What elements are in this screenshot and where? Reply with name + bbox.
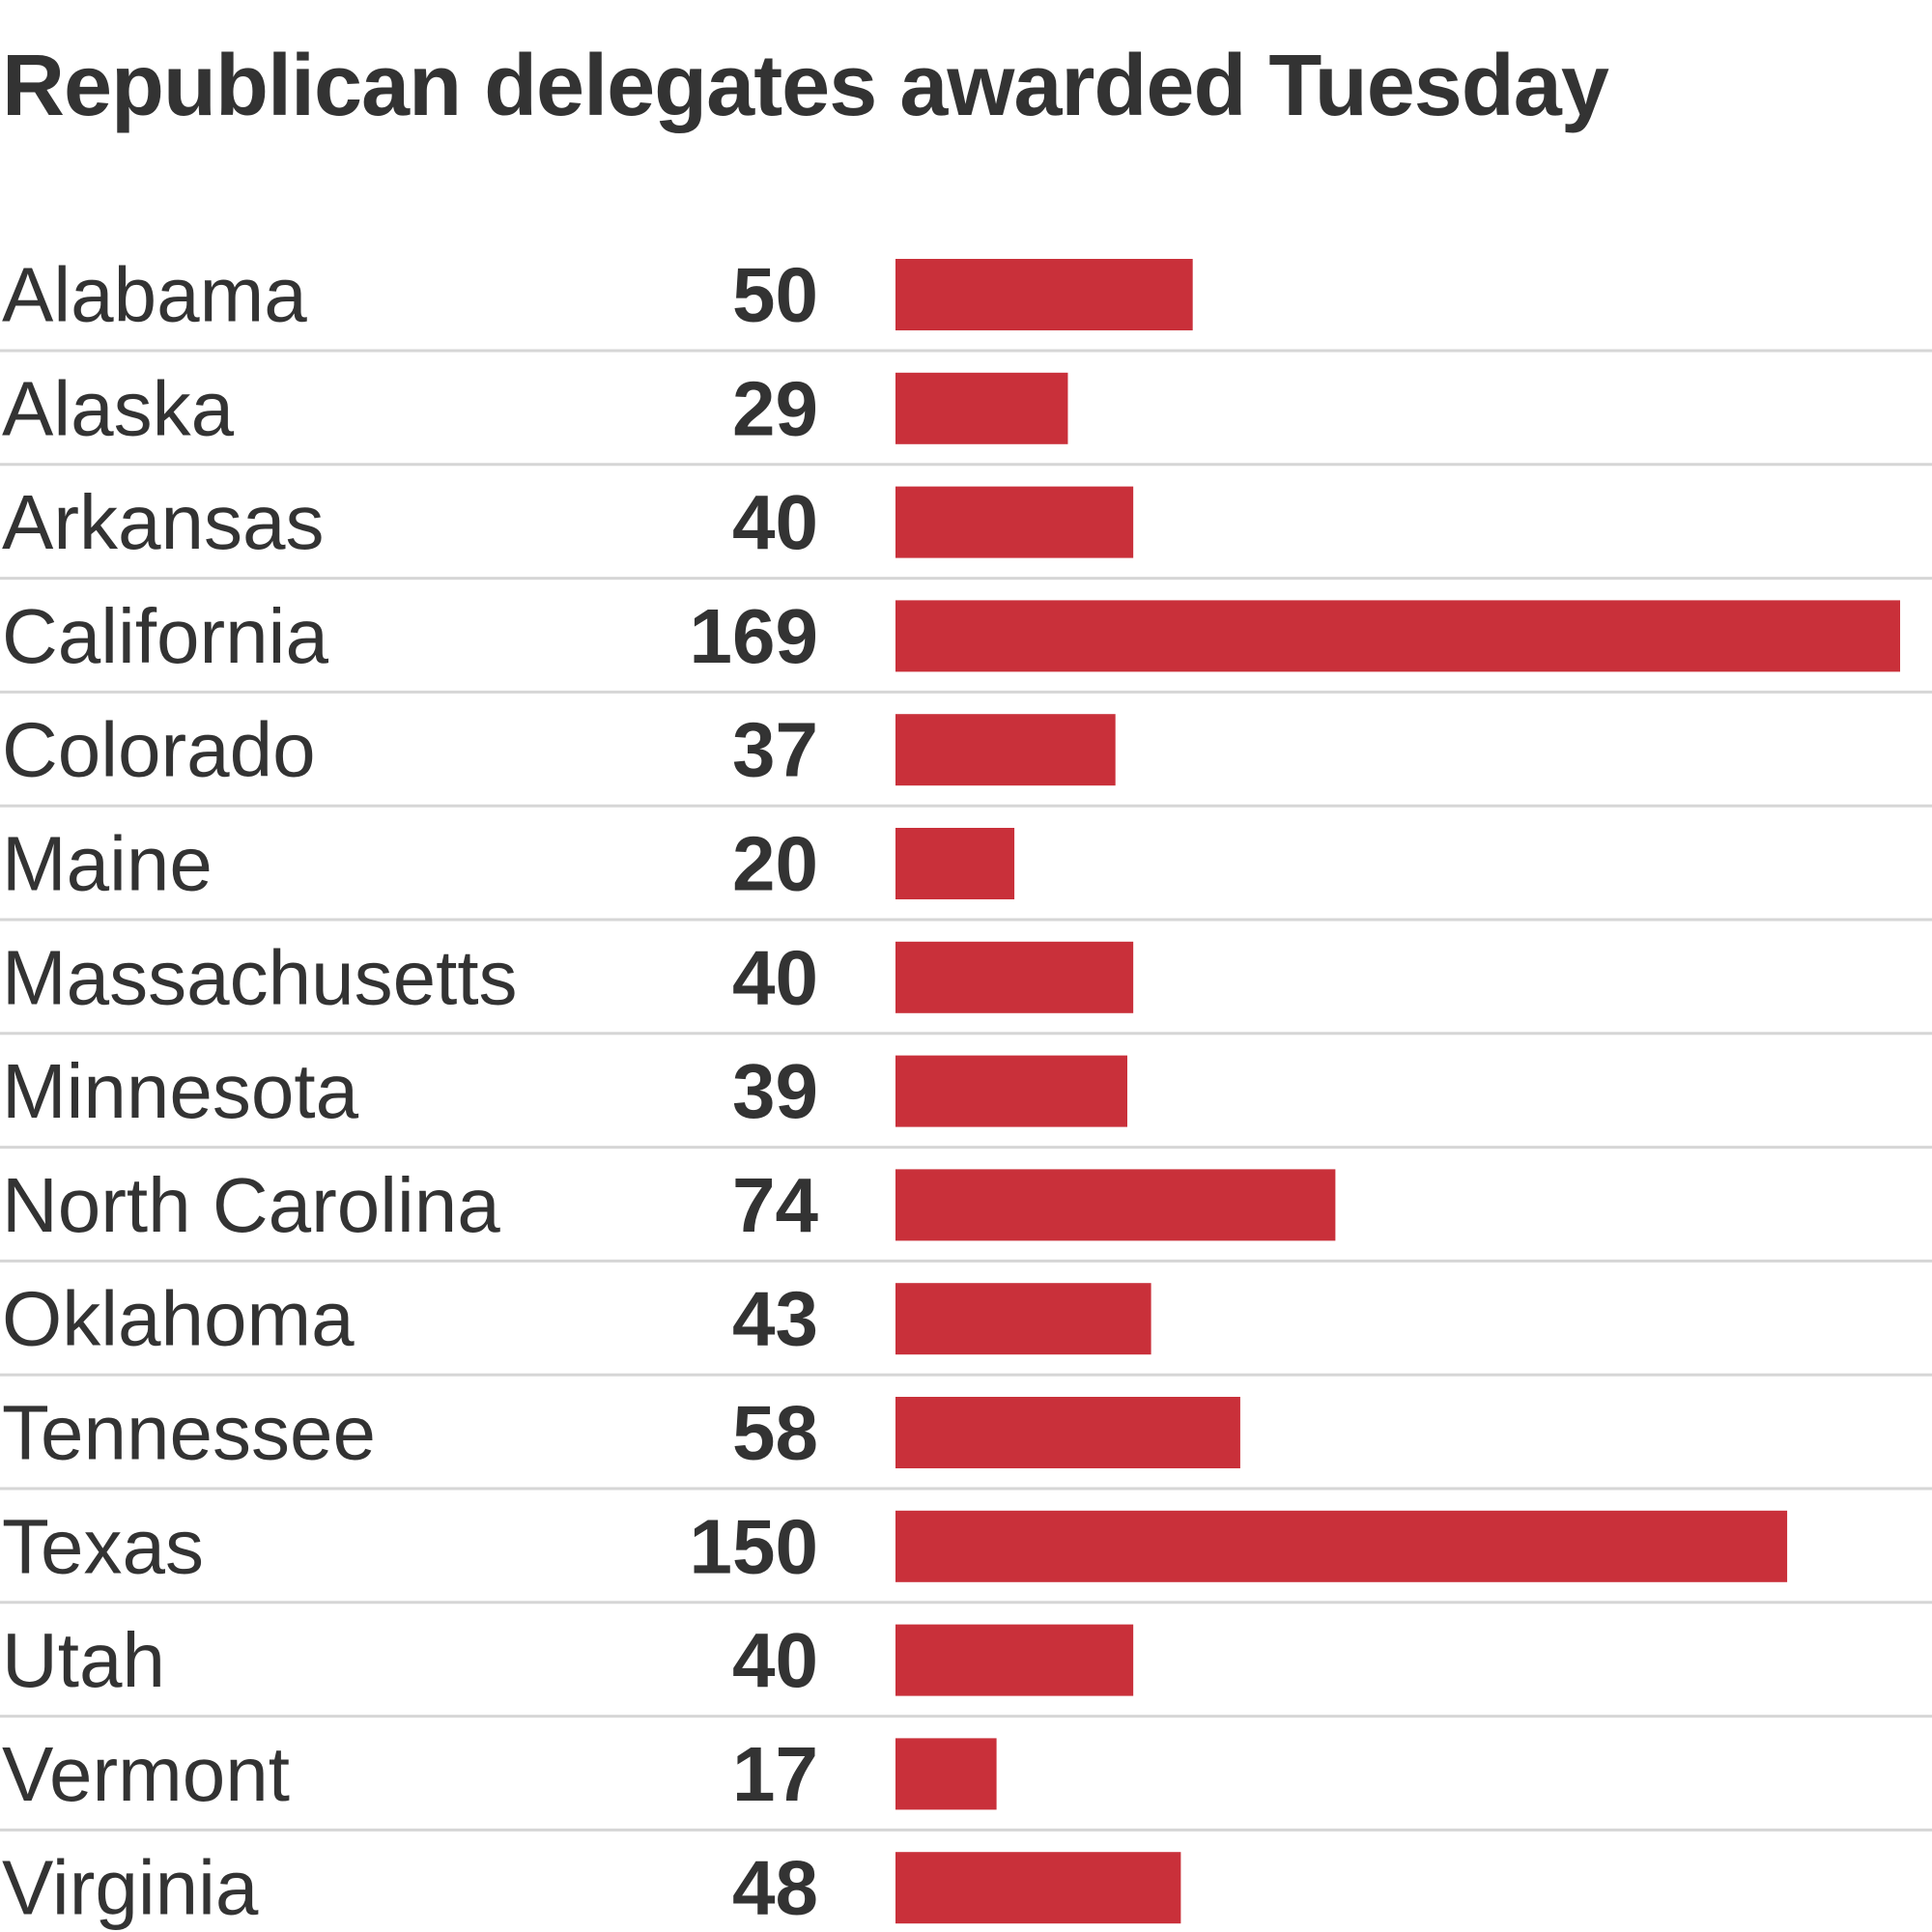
state-label-north-carolina: North Carolina <box>2 1162 500 1248</box>
state-label-oklahoma: Oklahoma <box>2 1276 355 1362</box>
bar-utah <box>895 1624 1134 1696</box>
state-label-vermont: Vermont <box>2 1731 290 1817</box>
value-label-alabama: 50 <box>732 252 818 338</box>
bar-north-carolina <box>895 1169 1336 1241</box>
state-label-colorado: Colorado <box>2 707 316 793</box>
value-label-maine: 20 <box>732 821 818 907</box>
value-label-vermont: 17 <box>732 1731 818 1817</box>
bar-colorado <box>895 714 1116 786</box>
value-label-tennessee: 58 <box>732 1390 818 1476</box>
bar-alabama <box>895 259 1193 330</box>
state-label-alabama: Alabama <box>2 252 307 338</box>
bar-virginia <box>895 1852 1181 1924</box>
value-label-minnesota: 39 <box>732 1048 818 1134</box>
bar-california <box>895 600 1900 672</box>
value-label-california: 169 <box>690 593 818 679</box>
state-label-tennessee: Tennessee <box>2 1390 376 1476</box>
chart-rows: Alabama 50 Alaska 29 Arkansas 40 California 169… <box>0 252 1932 1931</box>
value-label-massachusetts: 40 <box>732 934 818 1020</box>
chart-title: Republican delegates awarded Tuesday <box>2 38 1609 134</box>
state-label-utah: Utah <box>2 1617 165 1703</box>
state-label-maine: Maine <box>2 821 213 907</box>
state-label-minnesota: Minnesota <box>2 1048 359 1134</box>
bar-alaska <box>895 372 1068 444</box>
state-label-massachusetts: Massachusetts <box>2 934 518 1020</box>
bar-texas <box>895 1510 1788 1582</box>
state-label-virginia: Virginia <box>2 1845 259 1931</box>
value-label-utah: 40 <box>732 1617 818 1703</box>
bar-arkansas <box>895 486 1134 558</box>
bar-maine <box>895 828 1015 899</box>
bar-vermont <box>895 1738 997 1810</box>
state-label-alaska: Alaska <box>2 365 235 451</box>
value-label-colorado: 37 <box>732 707 818 793</box>
value-label-texas: 150 <box>690 1503 818 1589</box>
state-label-california: California <box>2 593 328 679</box>
value-label-arkansas: 40 <box>732 479 818 565</box>
value-label-north-carolina: 74 <box>732 1162 818 1248</box>
bar-tennessee <box>895 1397 1240 1468</box>
value-label-alaska: 29 <box>732 365 818 451</box>
value-label-oklahoma: 43 <box>732 1276 818 1362</box>
value-label-virginia: 48 <box>732 1845 818 1931</box>
state-label-texas: Texas <box>2 1503 204 1589</box>
bar-minnesota <box>895 1055 1127 1127</box>
bar-massachusetts <box>895 941 1134 1013</box>
state-label-arkansas: Arkansas <box>2 479 324 565</box>
bar-oklahoma <box>895 1283 1151 1355</box>
